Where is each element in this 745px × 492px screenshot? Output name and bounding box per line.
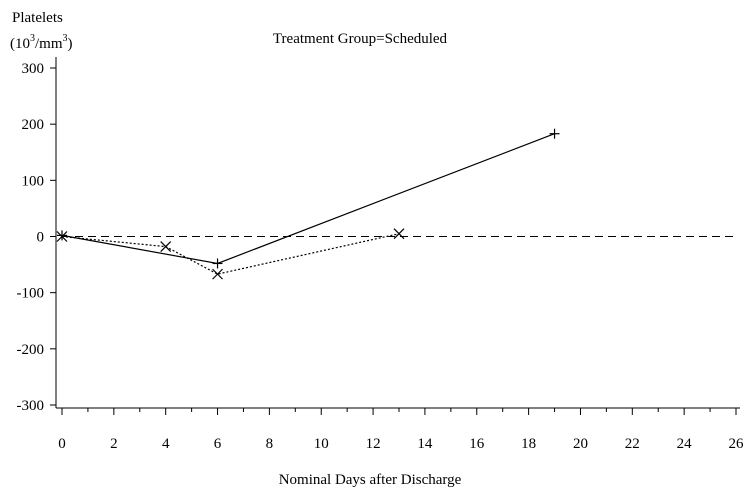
x-tick-label: 4 (162, 436, 170, 452)
series-2-line (61, 233, 400, 275)
y-tick-label: -200 (17, 342, 45, 358)
series-2-marker (160, 241, 172, 253)
y-axis-label-line2: (103/mm3) (10, 33, 73, 52)
y-tick-label: 200 (22, 117, 45, 133)
series-2-marker (56, 231, 68, 242)
x-tick-label: 12 (366, 436, 381, 452)
marker-stroke (393, 228, 405, 240)
series-group (56, 128, 560, 280)
x-tick-label: 22 (625, 436, 640, 452)
series-1-line (61, 133, 555, 265)
marker-stroke (160, 241, 172, 253)
chart-title: Treatment Group=Scheduled (273, 31, 448, 47)
y-tick-label: 100 (22, 173, 45, 189)
series-1-marker (212, 258, 223, 269)
marker-stroke (56, 231, 68, 242)
x-tick-label: 26 (729, 436, 745, 452)
y-axis-label-line1: Platelets (12, 10, 63, 26)
y-tick-label: -100 (17, 286, 45, 302)
x-tick-label: 16 (469, 436, 485, 452)
y-ticks: 300 200 100 0 -100 -200 -300 (17, 61, 56, 414)
x-tick-label: 8 (266, 436, 274, 452)
series-1-marker (57, 230, 67, 241)
x-tick-label: 18 (521, 436, 536, 452)
y-tick-label: 300 (22, 61, 45, 77)
x-tick-label: 6 (214, 436, 222, 452)
y-tick-label: -300 (17, 398, 45, 414)
x-tick-label: 0 (58, 436, 66, 452)
y-tick-label: 0 (37, 230, 45, 246)
x-tick-label: 2 (110, 436, 118, 452)
x-tick-label: 20 (573, 436, 588, 452)
x-axis-label: Nominal Days after Discharge (279, 472, 462, 487)
x-ticks: 0 2 4 6 8 10 12 14 16 18 20 22 24 26 (58, 408, 744, 452)
marker-stroke (212, 268, 223, 280)
series-2-marker (212, 268, 223, 280)
series-2-marker (393, 228, 405, 240)
x-tick-label: 24 (677, 436, 693, 452)
series-1-marker (549, 128, 560, 139)
x-tick-label: 10 (314, 436, 329, 452)
x-tick-label: 14 (417, 436, 433, 452)
